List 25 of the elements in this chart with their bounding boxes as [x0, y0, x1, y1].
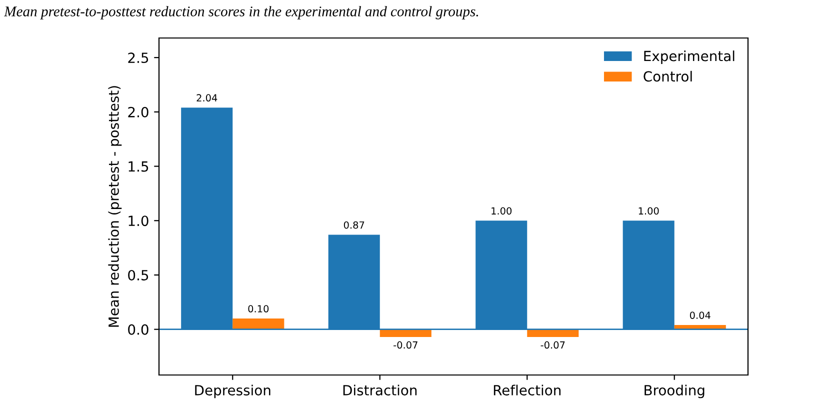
bar [232, 318, 284, 330]
data-label: 0.10 [248, 305, 269, 312]
y-tick-label: 0.5 [128, 270, 148, 280]
x-tick-label: Reflection [494, 384, 560, 396]
data-label: -0.07 [540, 341, 565, 349]
chart-title: Mean pretest-to-posttest reduction scores in the experimental and control groups. [4, 6, 478, 20]
y-tick-label: 1.5 [128, 161, 148, 172]
data-label: -0.07 [394, 341, 418, 349]
legend-label: Control [644, 70, 692, 82]
y-axis-title: Mean reduction (pretest - posttest) [108, 86, 122, 327]
data-label: 1.00 [492, 207, 512, 215]
data-label: 2.04 [196, 94, 218, 102]
data-label: 0.04 [690, 312, 710, 319]
x-tick-label: Depression [195, 384, 270, 398]
bar [380, 329, 432, 337]
y-tick-label: 1.0 [128, 216, 148, 226]
x-tick-label: Distraction [343, 384, 417, 396]
data-label: 1.00 [638, 207, 659, 215]
y-tick-label: 2.5 [128, 52, 148, 64]
legend-label: Experimental [644, 50, 734, 64]
data-label: 0.87 [344, 221, 364, 229]
y-tick-label: 0.0 [128, 324, 148, 335]
x-tick-label: Brooding [644, 384, 704, 398]
y-tick-label: 2.0 [128, 106, 148, 118]
bar [527, 329, 579, 337]
